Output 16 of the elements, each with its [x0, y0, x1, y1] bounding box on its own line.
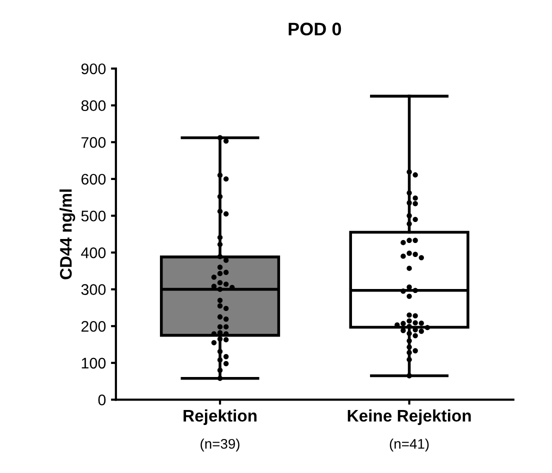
y-axis-title: CD44 ng/ml [60, 189, 76, 280]
x-tick-label: Rejektion [184, 409, 256, 425]
y-tick-label: 700 [81, 137, 106, 148]
y-tick-label: 200 [81, 320, 106, 332]
x-tick-label: Keine Rejektion [348, 409, 471, 425]
y-tick-label: 100 [82, 358, 106, 369]
y-tick-label: 500 [81, 210, 106, 222]
y-tick-label: 800 [81, 100, 106, 112]
text: (n=39) [200, 438, 240, 452]
y-tick-label: 600 [81, 174, 106, 185]
y-tick-label: 900 [81, 63, 106, 74]
chart-title: POD 0 [288, 22, 341, 36]
y-tick-label: 400 [81, 247, 106, 258]
y-tick-label: 0 [98, 394, 106, 406]
text: (n=41) [390, 438, 429, 452]
y-tick-label: 300 [81, 284, 106, 296]
